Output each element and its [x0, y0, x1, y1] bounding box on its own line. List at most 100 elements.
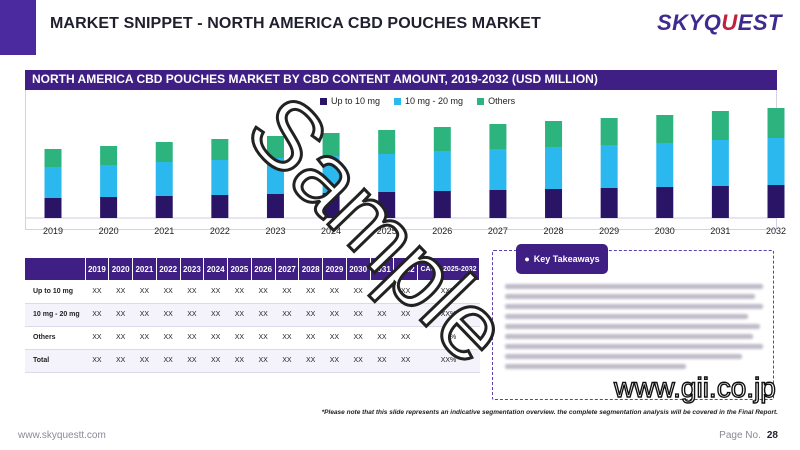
takeaways-heading: ● Key Takeaways — [516, 244, 608, 274]
page-label: Page No. — [719, 430, 761, 441]
table-cell: XX — [275, 349, 299, 373]
legend-label: 10 mg - 20 mg — [405, 96, 464, 106]
table-cell: XX — [275, 280, 299, 304]
bar-segment-2024-2 — [322, 133, 340, 156]
segment-label: Up to 10 mg — [25, 280, 85, 304]
bar-segment-2021-1 — [155, 162, 173, 196]
x-tick-label: 2027 — [488, 226, 508, 236]
takeaways-panel — [492, 250, 774, 400]
bar-segment-2032-0 — [767, 185, 785, 218]
bar-segment-2029-0 — [600, 188, 618, 218]
page-title: MARKET SNIPPET - NORTH AMERICA CBD POUCH… — [50, 15, 541, 32]
bar-segment-2030-2 — [656, 115, 674, 143]
table-cell: XX — [203, 280, 228, 304]
key-icon: ● — [524, 254, 530, 264]
brand-logo: SKYQUEST — [656, 10, 782, 35]
chart-legend: Up to 10 mg 10 mg - 20 mg Others — [320, 96, 515, 106]
table-cell: XX — [108, 303, 133, 327]
table-cell: XX — [85, 326, 109, 350]
bar-segment-2026-1 — [433, 151, 451, 191]
table-header-cell: 2022 — [156, 258, 181, 280]
x-tick-label: 2028 — [544, 226, 564, 236]
bar-segment-2019-1 — [44, 167, 62, 198]
table-cell: XX — [275, 303, 299, 327]
table-cell: XX — [346, 326, 370, 350]
x-tick-label: 2019 — [43, 226, 63, 236]
bar-segment-2029-1 — [600, 145, 618, 188]
bar-segment-2025-1 — [378, 154, 396, 192]
table-header-cell: 2023 — [180, 258, 205, 280]
bar-segment-2023-1 — [266, 158, 284, 194]
table-cell: XX — [180, 280, 204, 304]
bar-segment-2027-2 — [489, 124, 507, 149]
table-row: Others XX XX XX XX XX XX XX XX XX XX XX XX XX XX XX% — [25, 326, 480, 350]
table-cell: XX — [251, 349, 275, 373]
x-tick-label: 2026 — [432, 226, 452, 236]
table-row: Total XX XX XX XX XX XX XX XX XX XX XX XX XX XX XX% — [25, 349, 480, 373]
bar-segment-2024-1 — [322, 156, 340, 193]
bar-segment-2026-2 — [433, 127, 451, 151]
legend-label: Up to 10 mg — [331, 96, 381, 106]
x-tick-label: 2020 — [99, 226, 119, 236]
legend-label: Others — [488, 96, 516, 106]
bar-segment-2020-2 — [100, 146, 118, 165]
table-cell: XX — [156, 303, 180, 327]
table-header-cell: CAGR 2025-2032 — [417, 258, 480, 280]
table-cell: XX — [227, 303, 252, 327]
bar-segment-2026-0 — [433, 191, 451, 218]
x-tick-label: 2024 — [321, 226, 341, 236]
data-table: 2019 2020 2021 2022 2023 2024 2025 2026 2027 2028… — [25, 258, 480, 373]
table-cell: XX% — [417, 349, 480, 373]
bar-segment-2022-1 — [211, 160, 229, 195]
bar-segment-2030-1 — [656, 143, 674, 187]
table-cell: XX — [108, 349, 133, 373]
table-cell: XX — [370, 326, 394, 350]
table-cell: XX — [227, 280, 252, 304]
table-header-cell: 2024 — [203, 258, 228, 280]
table-cell: XX — [298, 326, 323, 350]
table-cell: XX — [370, 303, 394, 327]
table-cell: XX — [156, 280, 180, 304]
accent-bar — [0, 0, 36, 55]
x-tick-label: 2025 — [377, 226, 397, 236]
bar-segment-2027-1 — [489, 149, 507, 190]
bar-segment-2022-0 — [211, 195, 229, 218]
table-cell: XX — [322, 303, 347, 327]
bar-segment-2032-2 — [767, 108, 785, 138]
table-header-cell: 2030 — [346, 258, 371, 280]
table-cell: XX — [156, 349, 180, 373]
table-cell: XX — [132, 280, 157, 304]
x-tick-label: 2022 — [210, 226, 230, 236]
table-cell: XX — [227, 349, 252, 373]
table-cell: XX — [322, 349, 347, 373]
table-cell: XX — [298, 303, 323, 327]
table-cell: XX — [393, 303, 418, 327]
table-header-corner — [25, 258, 86, 280]
table-cell: XX — [298, 280, 323, 304]
table-cell: XX — [85, 349, 109, 373]
bar-segment-2019-2 — [44, 149, 62, 167]
bar-segment-2021-2 — [155, 142, 173, 162]
bar-segment-2029-2 — [600, 118, 618, 145]
bar-segment-2030-0 — [656, 187, 674, 218]
bar-segment-2028-1 — [545, 147, 563, 189]
table-cell: XX — [370, 349, 394, 373]
x-tick-label: 2021 — [154, 226, 174, 236]
table-cell: XX — [393, 280, 418, 304]
table-cell: XX — [275, 326, 299, 350]
table-header-cell: 2019 — [85, 258, 110, 280]
table-cell: XX% — [417, 303, 480, 327]
segment-label: Total — [25, 349, 85, 373]
bar-segment-2021-0 — [155, 196, 173, 218]
table-body: Up to 10 mg XX XX XX XX XX XX XX XX XX XX XX XX XX XX X… — [25, 280, 480, 373]
footer-url: www.skyquestt.com — [18, 430, 106, 441]
legend-swatch — [394, 97, 402, 105]
bar-segment-2024-0 — [322, 193, 340, 218]
table-cell: XX — [108, 280, 133, 304]
table-cell: XX — [227, 326, 252, 350]
legend-swatch — [477, 97, 485, 105]
table-cell: XX — [132, 303, 157, 327]
table-header-cell: 2029 — [322, 258, 347, 280]
table-cell: XX — [85, 303, 109, 327]
table-cell: XX — [393, 326, 418, 350]
